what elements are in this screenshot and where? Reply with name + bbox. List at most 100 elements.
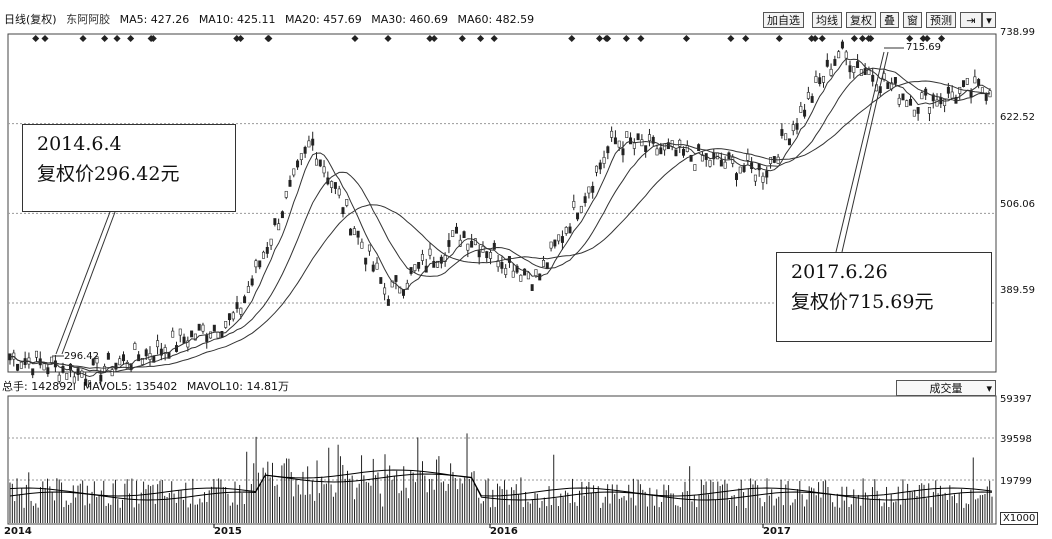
candle-body [689,154,693,162]
event-marker-icon [568,34,576,43]
candle-body [95,356,99,364]
candle-body [708,159,712,167]
candle-body [962,80,966,87]
candle-body [383,287,387,295]
candle-body [367,244,371,252]
expand-icon[interactable]: ⇥ [960,12,982,28]
high-callout-date: 2017.6.26 [791,261,888,283]
candle-body [840,41,844,49]
candle-body [613,137,617,145]
candle-body [617,140,621,148]
candle-body [190,330,194,338]
candle-body [462,231,466,239]
candle-body [697,144,701,151]
candle-body [511,270,515,278]
event-marker-icon [233,34,241,43]
candle-body [432,260,436,268]
candle-body [110,369,114,377]
candle-body [140,357,144,365]
candle-body [825,59,829,67]
event-marker-icon [101,34,109,43]
candle-body [125,362,129,369]
candle-body [447,240,451,247]
candle-body [46,367,50,375]
candle-body [171,330,175,338]
candle-body [330,181,334,188]
candle-body [500,262,504,269]
candle-body [352,228,356,236]
candle-body [250,278,254,286]
candle-body [182,336,186,344]
forecast-button[interactable]: 预测 [926,12,956,28]
candle-body [224,321,228,328]
volume-ma-line [9,469,993,497]
candle-body [337,188,341,196]
window-button[interactable]: 窗 [903,12,922,28]
ma5-label: MA5: 427.26 [119,13,190,26]
add-watchlist-button[interactable]: 加自选 [763,12,804,28]
chevron-down-icon[interactable]: ▾ [982,12,996,28]
low-marker-label: 296.42 [64,351,99,362]
candle-body [504,268,508,275]
volume-panel-frame [7,395,997,525]
candle-body [568,226,572,234]
candle-body [318,159,322,167]
event-marker-icon [430,34,438,43]
mavol10-label: MAVOL10: 14.81万 [186,380,289,393]
candle-body [852,66,856,73]
candle-body [791,124,795,132]
volume-unit-label: X1000 [1000,512,1039,525]
candle-body [314,158,318,166]
indicator-select[interactable]: 成交量 ▾ [896,380,996,396]
event-marker-icon [858,34,867,43]
x-axis-year-label: 2015 [214,526,242,537]
candle-body [594,165,598,173]
candle-body [943,99,947,106]
candle-body [769,157,773,164]
candle-body [489,252,493,259]
candle-body [296,160,300,168]
candle-body [625,131,629,138]
candle-body [466,243,470,251]
candle-body [587,186,591,194]
candle-body [322,166,326,174]
event-marker-icon [906,34,914,43]
event-marker-icon [850,34,858,43]
candle-body [303,146,307,154]
volume-header: 总手: 142892 MAVOL5: 135402 MAVOL10: 14.81… [0,379,295,395]
candle-body [674,149,678,157]
candle-body [31,368,35,376]
candle-body [390,280,394,288]
candle-body [496,260,500,268]
event-marker-icon [265,34,273,43]
candle-body [280,211,284,219]
candle-body [341,207,345,214]
overlay-button[interactable]: 叠 [880,12,899,28]
candle-body [530,284,534,291]
x-axis-year-label: 2014 [4,526,32,537]
candle-body [106,352,110,360]
stock-name-label[interactable]: 东阿阿胶 [66,13,111,26]
ma-button[interactable]: 均线 [812,12,842,28]
event-marker-icon [149,34,157,43]
candle-body [454,226,458,234]
price-axis-label: 738.99 [1000,27,1035,38]
restore-rights-button[interactable]: 复权 [846,12,876,28]
candle-body [693,164,697,171]
event-marker-icon [867,34,875,43]
candle-body [564,227,568,234]
event-marker-icon [127,34,135,43]
candle-body [174,345,178,352]
candle-body [19,361,23,369]
candle-body [436,260,440,268]
candle-body [227,313,231,321]
candle-body [526,272,530,280]
event-marker-icon [351,34,359,43]
candle-body [523,268,527,276]
candle-body [553,239,557,247]
candle-body [920,92,924,100]
candle-body [417,262,421,269]
candle-body [394,275,398,282]
volume-total-label: 总手: 142892 [2,380,74,393]
